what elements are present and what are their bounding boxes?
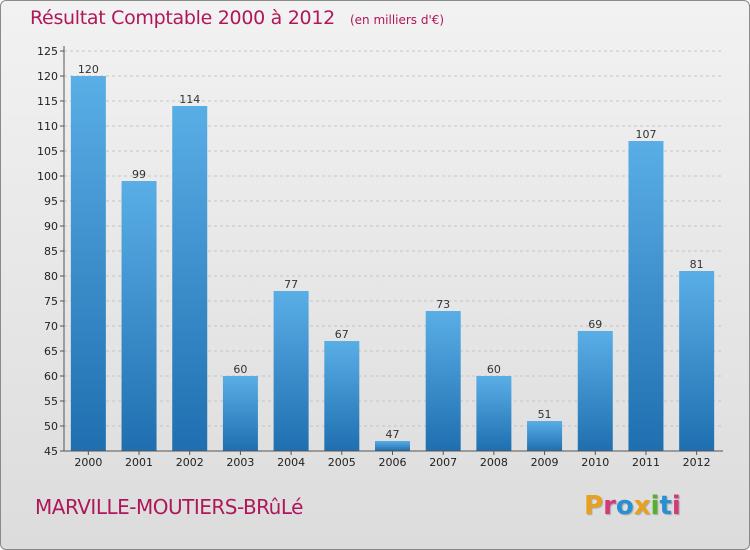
- data-label-2003: 60: [233, 363, 247, 376]
- bar-2008[interactable]: [476, 376, 512, 451]
- grid-layer: [64, 50, 723, 452]
- bar-2005[interactable]: [324, 341, 360, 451]
- bar-2012[interactable]: [679, 271, 715, 451]
- y-tick-label-70: 70: [44, 320, 58, 333]
- bar-2007[interactable]: [425, 311, 461, 451]
- logo-letter: r: [603, 491, 616, 521]
- logo-letter: i: [671, 491, 681, 521]
- chart-title: Résultat Comptable 2000 à 2012: [30, 7, 335, 29]
- y-tick-label-65: 65: [44, 345, 58, 358]
- data-label-2001: 99: [132, 168, 146, 181]
- data-label-2012: 81: [690, 258, 704, 271]
- data-label-2004: 77: [284, 278, 298, 291]
- logo-letter: o: [615, 491, 634, 521]
- data-label-2000: 120: [78, 63, 99, 76]
- x-tick-label-2012: 2012: [683, 456, 711, 469]
- x-tick-label-2002: 2002: [176, 456, 204, 469]
- logo-letter: x: [633, 491, 651, 521]
- data-label-2010: 69: [588, 318, 602, 331]
- x-tick-label-2003: 2003: [226, 456, 254, 469]
- data-label-2008: 60: [487, 363, 501, 376]
- bar-2009[interactable]: [527, 421, 563, 451]
- data-label-2011: 107: [635, 128, 656, 141]
- data-label-2005: 67: [335, 328, 349, 341]
- data-label-2007: 73: [436, 298, 450, 311]
- bar-layer: 120 99 114 60 77 67 47 73 60 51 69 107 81: [70, 63, 715, 451]
- x-tick-label-2004: 2004: [277, 456, 305, 469]
- x-tick-label-2011: 2011: [632, 456, 660, 469]
- y-tick-label-95: 95: [44, 195, 58, 208]
- data-label-2006: 47: [386, 428, 400, 441]
- y-tick-label-110: 110: [37, 120, 58, 133]
- commune-name: MARVILLE-MOUTIERS-BRûLé: [35, 495, 303, 519]
- chart-unit: (en milliers d'€): [349, 13, 445, 27]
- x-tick-label-2006: 2006: [379, 456, 407, 469]
- data-label-2009: 51: [538, 408, 552, 421]
- y-tick-label-90: 90: [44, 220, 58, 233]
- bar-2006[interactable]: [375, 441, 410, 451]
- y-tick-label-50: 50: [44, 420, 58, 433]
- y-tick-label-75: 75: [44, 295, 58, 308]
- y-tick-label-55: 55: [44, 395, 58, 408]
- x-tick-label-2000: 2000: [74, 456, 102, 469]
- logo-letter: t: [659, 491, 672, 521]
- x-tick-label-2010: 2010: [581, 456, 609, 469]
- y-tick-label-115: 115: [37, 95, 58, 108]
- logo-letter: i: [650, 491, 660, 521]
- logo-letter: P: [584, 491, 604, 521]
- bar-2000[interactable]: [70, 76, 106, 451]
- bar-2011[interactable]: [628, 141, 664, 451]
- y-tick-label-45: 45: [44, 445, 58, 458]
- x-tick-label-2007: 2007: [429, 456, 457, 469]
- axis-layer: 45 50 55 60 65 70 75 80 85 90 95 100 105 110 115 120 125…: [37, 45, 723, 469]
- bar-2001[interactable]: [121, 181, 157, 451]
- x-tick-label-2009: 2009: [531, 456, 559, 469]
- bar-2002[interactable]: [172, 106, 208, 451]
- x-tick-label-2001: 2001: [125, 456, 153, 469]
- y-tick-label-125: 125: [37, 45, 58, 58]
- y-tick-label-100: 100: [37, 170, 58, 183]
- bar-2003[interactable]: [222, 376, 258, 451]
- y-tick-label-60: 60: [44, 370, 58, 383]
- y-tick-label-85: 85: [44, 245, 58, 258]
- data-label-2002: 114: [179, 93, 200, 106]
- y-tick-label-120: 120: [37, 70, 58, 83]
- y-tick-label-80: 80: [44, 270, 58, 283]
- x-tick-label-2005: 2005: [328, 456, 356, 469]
- title-row: Résultat Comptable 2000 à 2012 (en milli…: [30, 7, 444, 29]
- y-tick-label-105: 105: [37, 145, 58, 158]
- bar-2004[interactable]: [273, 291, 309, 451]
- proxiti-logo[interactable]: Proxiti: [584, 491, 681, 521]
- bar-2010[interactable]: [577, 331, 613, 451]
- x-tick-label-2008: 2008: [480, 456, 508, 469]
